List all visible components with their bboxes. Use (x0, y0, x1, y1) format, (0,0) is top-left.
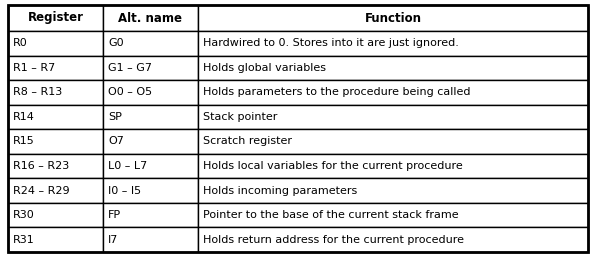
Text: Holds local variables for the current procedure: Holds local variables for the current pr… (203, 161, 462, 171)
Text: Alt. name: Alt. name (119, 12, 182, 24)
Bar (198, 31, 588, 56)
Text: R0: R0 (13, 38, 28, 48)
Bar (8, 56, 103, 80)
Text: SP: SP (108, 112, 122, 122)
Text: I0 – I5: I0 – I5 (108, 186, 141, 196)
Bar (103, 154, 198, 178)
Bar (198, 178, 588, 203)
Bar (198, 129, 588, 154)
Bar (198, 5, 588, 31)
Bar (198, 105, 588, 129)
Text: Holds parameters to the procedure being called: Holds parameters to the procedure being … (203, 87, 470, 97)
Text: Holds global variables: Holds global variables (203, 63, 326, 73)
Text: G1 – G7: G1 – G7 (108, 63, 152, 73)
Text: Hardwired to 0. Stores into it are just ignored.: Hardwired to 0. Stores into it are just … (203, 38, 459, 48)
Bar (198, 203, 588, 227)
Bar (103, 80, 198, 105)
Bar (198, 56, 588, 80)
Text: Register: Register (27, 12, 83, 24)
Text: O0 – O5: O0 – O5 (108, 87, 152, 97)
Bar (103, 129, 198, 154)
Bar (103, 105, 198, 129)
Text: R15: R15 (13, 136, 35, 146)
Bar (198, 227, 588, 252)
Text: G0: G0 (108, 38, 123, 48)
Text: R1 – R7: R1 – R7 (13, 63, 55, 73)
Bar (8, 203, 103, 227)
Bar (8, 5, 103, 31)
Text: R16 – R23: R16 – R23 (13, 161, 69, 171)
Text: R30: R30 (13, 210, 35, 220)
Text: R8 – R13: R8 – R13 (13, 87, 62, 97)
Text: Holds return address for the current procedure: Holds return address for the current pro… (203, 235, 464, 245)
Text: R31: R31 (13, 235, 35, 245)
Bar (8, 178, 103, 203)
Bar (103, 203, 198, 227)
Bar (8, 105, 103, 129)
Bar (8, 227, 103, 252)
Text: Holds incoming parameters: Holds incoming parameters (203, 186, 357, 196)
Text: R14: R14 (13, 112, 35, 122)
Text: Scratch register: Scratch register (203, 136, 292, 146)
Bar (8, 154, 103, 178)
Text: L0 – L7: L0 – L7 (108, 161, 147, 171)
Bar (8, 129, 103, 154)
Text: Function: Function (365, 12, 421, 24)
Text: FP: FP (108, 210, 121, 220)
Bar (8, 80, 103, 105)
Text: Pointer to the base of the current stack frame: Pointer to the base of the current stack… (203, 210, 459, 220)
Bar (103, 5, 198, 31)
Bar (103, 56, 198, 80)
Text: I7: I7 (108, 235, 119, 245)
Bar (8, 31, 103, 56)
Text: Stack pointer: Stack pointer (203, 112, 277, 122)
Bar (198, 80, 588, 105)
Bar (103, 31, 198, 56)
Bar (198, 154, 588, 178)
Text: R24 – R29: R24 – R29 (13, 186, 70, 196)
Bar (103, 178, 198, 203)
Bar (103, 227, 198, 252)
Text: O7: O7 (108, 136, 124, 146)
